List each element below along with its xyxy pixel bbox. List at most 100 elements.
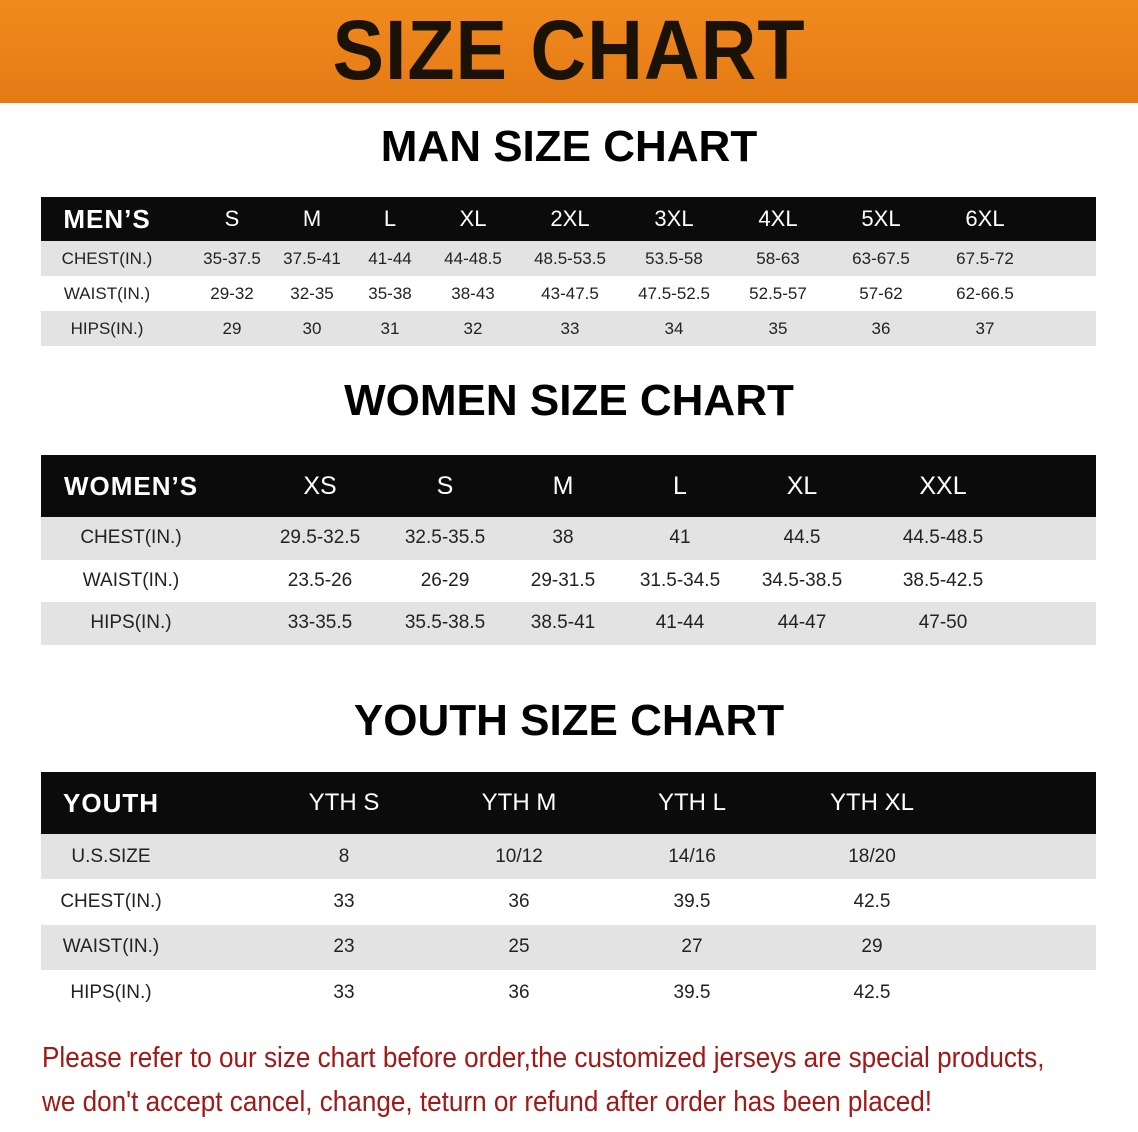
table-cell: 31.5-34.5: [639, 569, 721, 591]
table-cell: 39.5: [673, 981, 711, 1003]
notice-line-1: Please refer to our size chart before or…: [42, 1042, 1045, 1074]
table-cell: 23: [333, 936, 355, 958]
table-cell: 35: [768, 318, 788, 338]
table-cell: 67.5-72: [956, 248, 1014, 268]
banner-title: SIZE CHART: [332, 3, 806, 97]
table-cell: 34: [664, 318, 684, 338]
table-cell: 35-38: [368, 283, 412, 303]
table-cell: 44.5: [783, 527, 821, 549]
table-cell: 47.5-52.5: [638, 283, 710, 303]
table-cell: 38: [552, 527, 574, 549]
table-header-row: YOUTH YTH S YTH M YTH L YTH XL: [41, 772, 1096, 834]
table-row: WAIST(IN.) 23 25 27 29: [41, 924, 1096, 970]
table-cell: 36: [508, 981, 530, 1003]
table-cell: 47-50: [918, 612, 968, 634]
table-cell: 33: [560, 318, 580, 338]
table-row: U.S.SIZE 8 10/12 14/16 18/20: [41, 834, 1096, 880]
table-cell: 63-67.5: [852, 248, 910, 268]
youth-section-title: YOUTH SIZE CHART: [353, 696, 785, 745]
table-row: WAIST(IN.) 23.5-26 26-29 29-31.5 31.5-34.5 34…: [41, 559, 1096, 602]
table-header-row: MEN’S S M L XL 2XL 3XL 4XL 5XL 6XL: [41, 197, 1096, 241]
table-cell: 37: [975, 318, 995, 338]
youth-size-table: YOUTH YTH S YTH M YTH L YTH XL U.S.SIZE 8 10/12…: [41, 772, 1096, 1016]
table-cell: 26-29: [420, 569, 470, 591]
table-cell: 53.5-58: [645, 248, 703, 268]
row-label: HIPS(IN.): [70, 981, 152, 1003]
table-row: HIPS(IN.) 29 30 31 32 33 34 35 36 37: [41, 311, 1096, 346]
row-label: WAIST(IN.): [62, 936, 160, 958]
table-cell: 5XL: [861, 206, 901, 231]
table-cell: 38-43: [451, 283, 495, 303]
table-cell: XS: [303, 471, 337, 500]
table-cell: 33: [333, 981, 355, 1003]
table-cell: 29-31.5: [530, 569, 596, 591]
table-cell: 6XL: [965, 206, 1005, 231]
table-cell: 44.5-48.5: [902, 527, 984, 549]
table-cell: 41: [669, 527, 691, 549]
table-cell: 8: [338, 845, 350, 867]
table-cell: 42.5: [853, 890, 891, 912]
row-label: WAIST(IN.): [82, 569, 180, 591]
table-header-row: WOMEN’S XS S M L XL XXL: [41, 455, 1096, 517]
table-cell: 29: [861, 936, 883, 958]
table-row: HIPS(IN.) 33-35.5 35.5-38.5 38.5-41 41-44 44-…: [41, 602, 1096, 645]
table-cell: 43-47.5: [541, 283, 599, 303]
table-cell: 38.5-42.5: [902, 569, 984, 591]
table-cell: YTH XL: [829, 789, 915, 816]
table-cell: YTH M: [481, 789, 557, 816]
table-cell: 32-35: [290, 283, 334, 303]
table-cell: 57-62: [859, 283, 903, 303]
table-cell: 25: [508, 936, 530, 958]
table-cell: XL: [786, 471, 818, 500]
table-cell: 62-66.5: [956, 283, 1014, 303]
row-label: CHEST(IN.): [60, 890, 162, 912]
table-cell: 4XL: [758, 206, 798, 231]
notice-line-2: we don't accept cancel, change, teturn o…: [42, 1086, 933, 1118]
table-cell: 41-44: [655, 612, 705, 634]
table-cell: 36: [871, 318, 891, 338]
table-cell: 31: [380, 318, 400, 338]
row-label: U.S.SIZE: [71, 845, 151, 867]
table-cell: 29: [222, 318, 242, 338]
table-cell: L: [383, 206, 397, 231]
table-cell: L: [673, 471, 687, 500]
table-cell: 33: [333, 890, 355, 912]
table-cell: 44-47: [777, 612, 827, 634]
table-cell: 35-37.5: [203, 248, 261, 268]
table-cell: 3XL: [654, 206, 694, 231]
table-cell: 37.5-41: [283, 248, 341, 268]
table-row: CHEST(IN.) 33 36 39.5 42.5: [41, 879, 1096, 925]
table-cell: 29.5-32.5: [279, 527, 361, 549]
table-cell: M: [552, 471, 574, 500]
row-label: HIPS(IN.): [90, 612, 172, 634]
table-cell: YTH L: [657, 789, 727, 816]
row-label: WAIST(IN.): [63, 283, 151, 303]
table-row: CHEST(IN.) 35-37.5 37.5-41 41-44 44-48.5 48.5…: [41, 241, 1096, 276]
table-cell: 32.5-35.5: [404, 527, 486, 549]
table-cell: M: [302, 206, 322, 231]
table-cell: XXL: [919, 471, 967, 500]
table-cell: YTH S: [308, 789, 380, 816]
table-cell: 41-44: [368, 248, 412, 268]
table-row: WAIST(IN.) 29-32 32-35 35-38 38-43 43-47.5 47.…: [41, 276, 1096, 311]
row-label: WOMEN’S: [63, 470, 199, 501]
table-cell: 44-48.5: [444, 248, 502, 268]
table-cell: S: [436, 471, 454, 500]
row-label: CHEST(IN.): [61, 248, 153, 268]
table-cell: 38.5-41: [530, 612, 596, 634]
table-cell: 33-35.5: [287, 612, 353, 634]
table-cell: 39.5: [673, 890, 711, 912]
table-row: CHEST(IN.) 29.5-32.5 32.5-35.5 38 41 44.5 44.5…: [41, 517, 1096, 560]
size-chart-banner: SIZE CHART: [0, 0, 1138, 103]
table-cell: 10/12: [495, 845, 543, 867]
table-cell: 30: [302, 318, 322, 338]
table-cell: XL: [459, 206, 487, 231]
women-section-title: WOMEN SIZE CHART: [344, 376, 794, 425]
table-cell: 34.5-38.5: [761, 569, 843, 591]
table-cell: S: [224, 206, 240, 231]
table-cell: 14/16: [668, 845, 716, 867]
table-row: HIPS(IN.) 33 36 39.5 42.5: [41, 969, 1096, 1016]
table-cell: 29-32: [210, 283, 254, 303]
men-size-table: MEN’S S M L XL 2XL 3XL 4XL 5XL 6XL CHEST(IN.) 35-37…: [41, 197, 1096, 346]
table-cell: 58-63: [756, 248, 800, 268]
